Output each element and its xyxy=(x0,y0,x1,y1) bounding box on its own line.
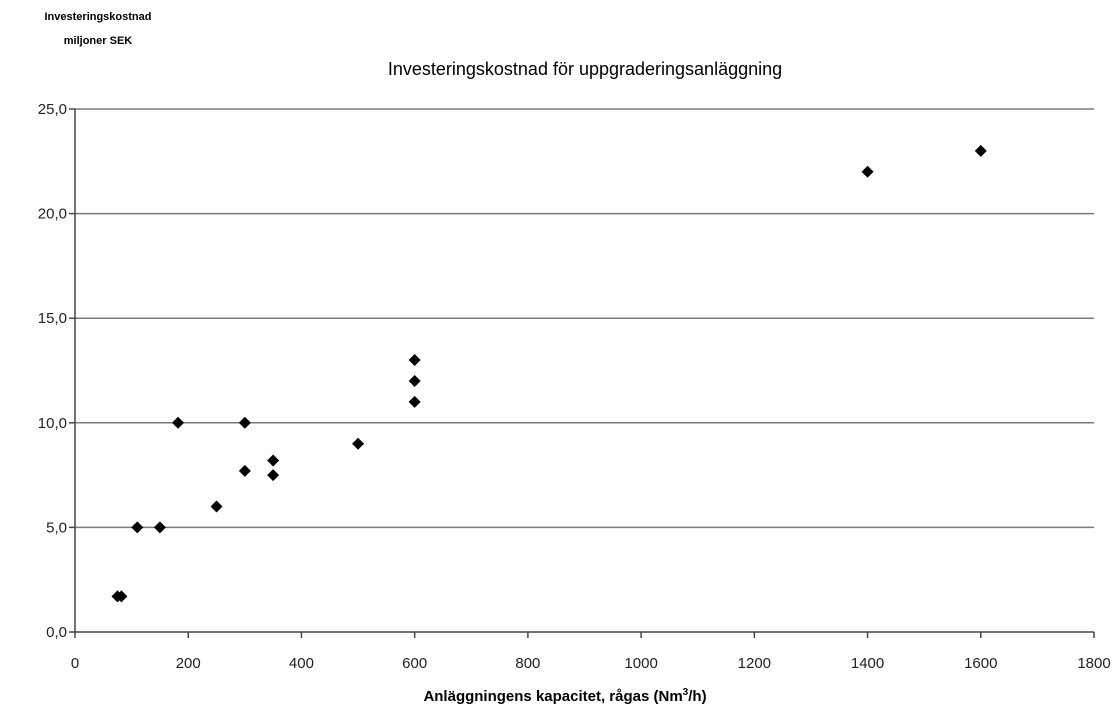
data-point xyxy=(210,500,223,513)
data-point xyxy=(172,416,185,429)
data-point xyxy=(115,590,128,603)
data-point xyxy=(408,354,421,367)
chart-title: Investeringskostnad för uppgraderingsanl… xyxy=(388,59,782,79)
x-tick-label: 200 xyxy=(176,655,201,672)
x-axis-label-end: /h) xyxy=(688,688,706,705)
axes xyxy=(74,109,1095,638)
data-point xyxy=(267,469,280,482)
y-tick-label: 10,0 xyxy=(38,415,67,432)
x-tick-label: 1800 xyxy=(1077,655,1110,672)
x-axis-label: Anläggningens kapacitet, rågas (Nm3/h) xyxy=(423,687,706,705)
y-tick-label: 0,0 xyxy=(46,624,67,641)
x-axis-label-main: Anläggningens kapacitet, rågas (Nm xyxy=(423,688,682,705)
x-tick-label: 800 xyxy=(515,655,540,672)
data-points xyxy=(111,144,987,603)
x-tick-label: 400 xyxy=(289,655,314,672)
data-point xyxy=(408,395,421,408)
x-tick-labels: 0 200 400 600 800 1000 1200 1400 1600 1800 xyxy=(71,655,1111,672)
x-tick-label: 1400 xyxy=(851,655,884,672)
y-axis-label-line-1: Investeringskostnad xyxy=(45,11,152,23)
x-axis-label-superscript: 3 xyxy=(683,687,689,698)
x-tick-label: 600 xyxy=(402,655,427,672)
data-point xyxy=(408,374,421,387)
y-tick-label: 25,0 xyxy=(38,101,67,118)
data-point xyxy=(153,521,166,534)
data-point xyxy=(238,416,251,429)
data-point xyxy=(352,437,365,450)
x-tick-label: 1600 xyxy=(964,655,997,672)
y-tick-labels: 0,0 5,0 10,0 15,0 20,0 25,0 xyxy=(38,101,67,641)
data-point xyxy=(861,165,874,178)
y-axis-label-line-2: miljoner SEK xyxy=(64,35,133,47)
y-tick-label: 20,0 xyxy=(38,206,67,223)
x-tick-label: 0 xyxy=(71,655,79,672)
data-point xyxy=(131,521,144,534)
data-point xyxy=(238,464,251,477)
gridlines xyxy=(69,108,1094,633)
data-point xyxy=(267,454,280,467)
y-tick-label: 15,0 xyxy=(38,310,67,327)
y-tick-label: 5,0 xyxy=(46,519,67,536)
data-point xyxy=(974,144,987,157)
x-tick-label: 1200 xyxy=(738,655,771,672)
x-tick-label: 1000 xyxy=(624,655,657,672)
